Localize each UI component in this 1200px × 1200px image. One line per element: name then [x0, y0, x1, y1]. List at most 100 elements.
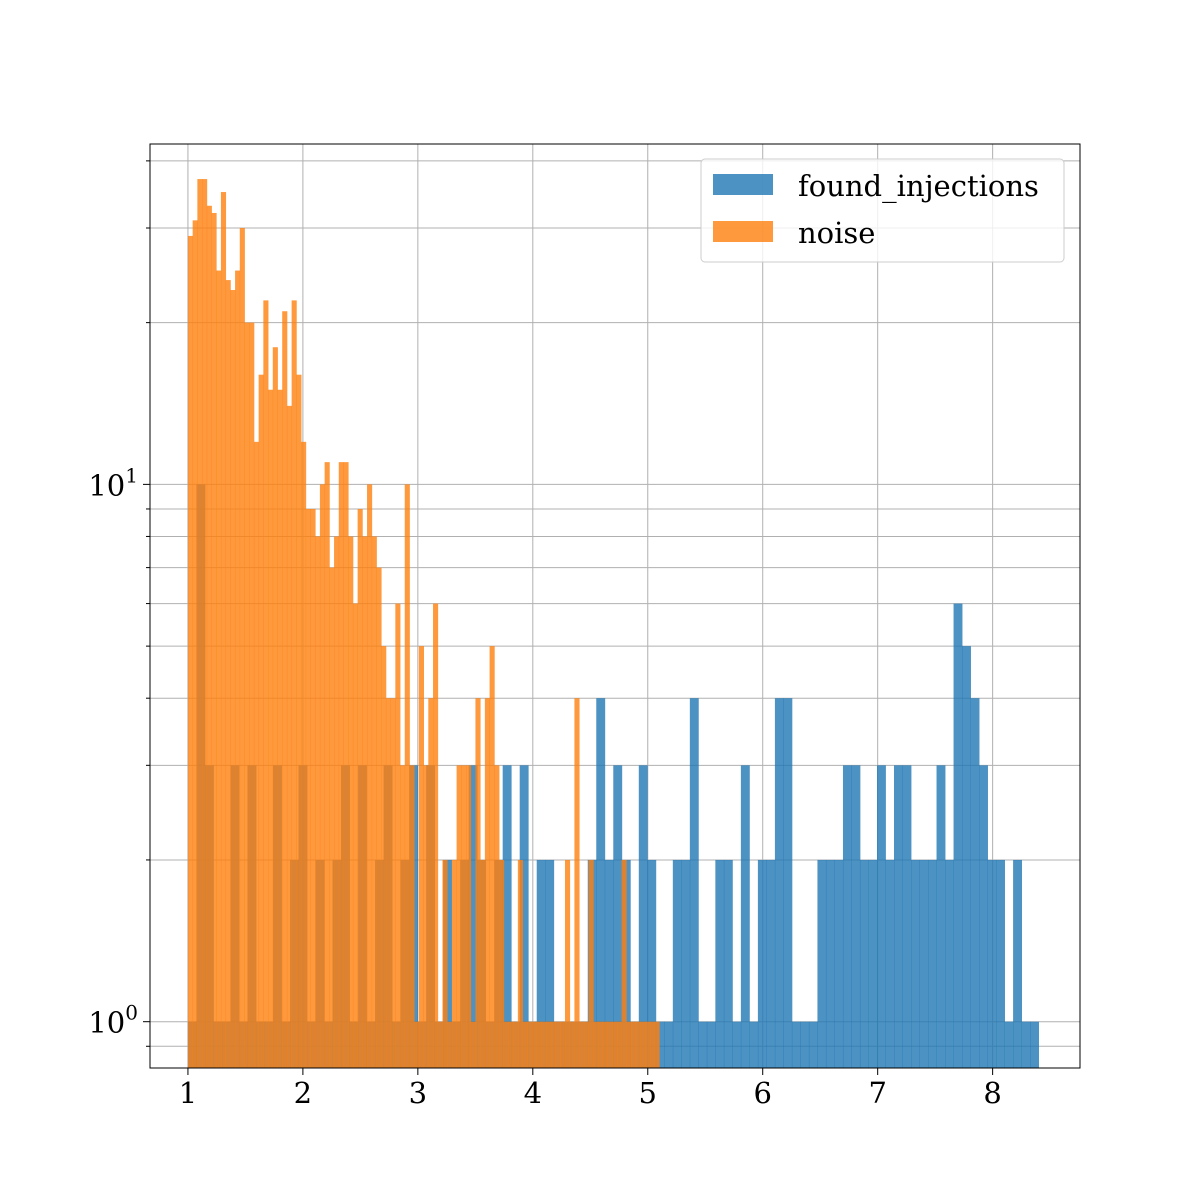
- noise-bar: [395, 603, 401, 1068]
- noise-bar: [456, 765, 462, 1068]
- noise-bar: [588, 859, 594, 1068]
- noise-bar: [192, 220, 198, 1068]
- noise-bar: [206, 205, 212, 1069]
- noise-bar: [338, 462, 344, 1068]
- found-injections-bar: [1021, 1021, 1031, 1068]
- noise-bar: [352, 603, 359, 1068]
- noise-bar: [381, 646, 387, 1068]
- noise-bar: [268, 389, 274, 1069]
- noise-bar: [560, 1021, 566, 1068]
- noise-bar: [418, 646, 424, 1068]
- noise-bar: [480, 859, 486, 1068]
- found-injections-bar: [842, 765, 852, 1068]
- found-injections-bar: [698, 1021, 708, 1068]
- legend-swatch-found-injections: [713, 174, 773, 195]
- found-injections-bar: [1030, 1021, 1040, 1068]
- noise-bar: [564, 859, 571, 1068]
- noise-bar: [484, 698, 490, 1068]
- found-injections-bar: [928, 859, 937, 1068]
- found-injections-bar: [953, 603, 963, 1068]
- found-injections-bar: [672, 859, 682, 1068]
- noise-bar: [489, 646, 495, 1068]
- x-tick-label: 1: [179, 1076, 197, 1110]
- noise-bar: [433, 603, 439, 1068]
- noise-bar: [272, 347, 278, 1068]
- noise-bar: [216, 270, 222, 1069]
- found-injections-bar: [834, 859, 844, 1068]
- noise-bar: [324, 462, 330, 1068]
- noise-bar: [230, 290, 236, 1069]
- noise-bar: [220, 192, 227, 1068]
- noise-bar: [197, 179, 203, 1068]
- noise-bar: [555, 1021, 561, 1068]
- noise-bar: [225, 280, 231, 1068]
- found-injections-bar: [936, 765, 946, 1068]
- noise-bar: [621, 859, 627, 1068]
- noise-bar: [277, 389, 283, 1069]
- found-injections-bar: [894, 765, 903, 1068]
- axis-ticks: 1 2 3 4 5 6 7 8 100 101: [88, 160, 1002, 1110]
- found-injections-bar: [519, 765, 529, 1068]
- found-injections-bar: [664, 1021, 674, 1068]
- noise-bars: [187, 179, 660, 1069]
- noise-bar: [597, 1021, 604, 1068]
- y-tick-label: 101: [88, 463, 138, 502]
- x-tick-label: 3: [409, 1076, 427, 1110]
- noise-bar: [475, 698, 481, 1068]
- found-injections-bar: [911, 859, 920, 1068]
- x-tick-label: 6: [753, 1076, 771, 1110]
- noise-bar: [296, 374, 302, 1069]
- noise-bar: [635, 1021, 641, 1068]
- noise-bar: [649, 1021, 655, 1068]
- noise-bar: [362, 536, 368, 1068]
- noise-bar: [503, 1021, 509, 1068]
- noise-bar: [202, 179, 208, 1068]
- found-injections-bar: [681, 859, 691, 1068]
- noise-bar: [315, 536, 321, 1068]
- noise-bar: [466, 765, 472, 1068]
- noise-bar: [536, 1021, 542, 1068]
- noise-bar: [508, 1021, 514, 1068]
- found-injections-bar: [613, 765, 623, 1068]
- x-tick-label: 5: [639, 1076, 657, 1110]
- noise-bar: [428, 698, 434, 1068]
- found-injections-bar: [740, 765, 750, 1068]
- found-injections-bar: [791, 1021, 801, 1068]
- x-tick-label: 2: [294, 1076, 312, 1110]
- noise-bar: [442, 859, 448, 1068]
- noise-bar: [286, 405, 293, 1068]
- noise-bar: [414, 1021, 420, 1068]
- found-injections-bar: [859, 859, 869, 1068]
- found-injections-bar: [757, 859, 767, 1068]
- found-injections-bar: [885, 859, 895, 1068]
- found-injections-bar: [996, 859, 1005, 1068]
- y-tick-label: 100: [88, 1001, 138, 1040]
- noise-bar: [187, 235, 194, 1069]
- noise-bar: [400, 765, 406, 1068]
- noise-bar: [616, 1021, 622, 1068]
- noise-bar: [390, 698, 396, 1068]
- noise-bar: [282, 311, 288, 1069]
- noise-bar: [291, 300, 297, 1068]
- found-injections-bar: [987, 859, 997, 1068]
- noise-bar: [310, 508, 316, 1068]
- legend-swatch-noise: [713, 221, 773, 242]
- noise-bar: [630, 1021, 637, 1068]
- noise-bar: [654, 1021, 660, 1068]
- found-injections-bar: [766, 859, 776, 1068]
- found-injections-bar: [919, 859, 929, 1068]
- noise-bar: [612, 1021, 618, 1068]
- noise-bar: [357, 508, 363, 1068]
- found-injections-bar: [596, 698, 606, 1068]
- x-tick-label: 4: [524, 1076, 542, 1110]
- noise-bar: [371, 536, 377, 1068]
- found-injections-bar: [868, 859, 878, 1068]
- noise-bar: [583, 1021, 589, 1068]
- found-injections-bar: [502, 765, 512, 1068]
- found-injections-bar: [851, 765, 861, 1068]
- found-injections-bar: [1004, 1021, 1014, 1068]
- found-injections-bar: [902, 765, 912, 1068]
- found-injections-bar: [800, 1021, 810, 1068]
- noise-bar: [249, 322, 255, 1069]
- noise-bar: [239, 228, 245, 1068]
